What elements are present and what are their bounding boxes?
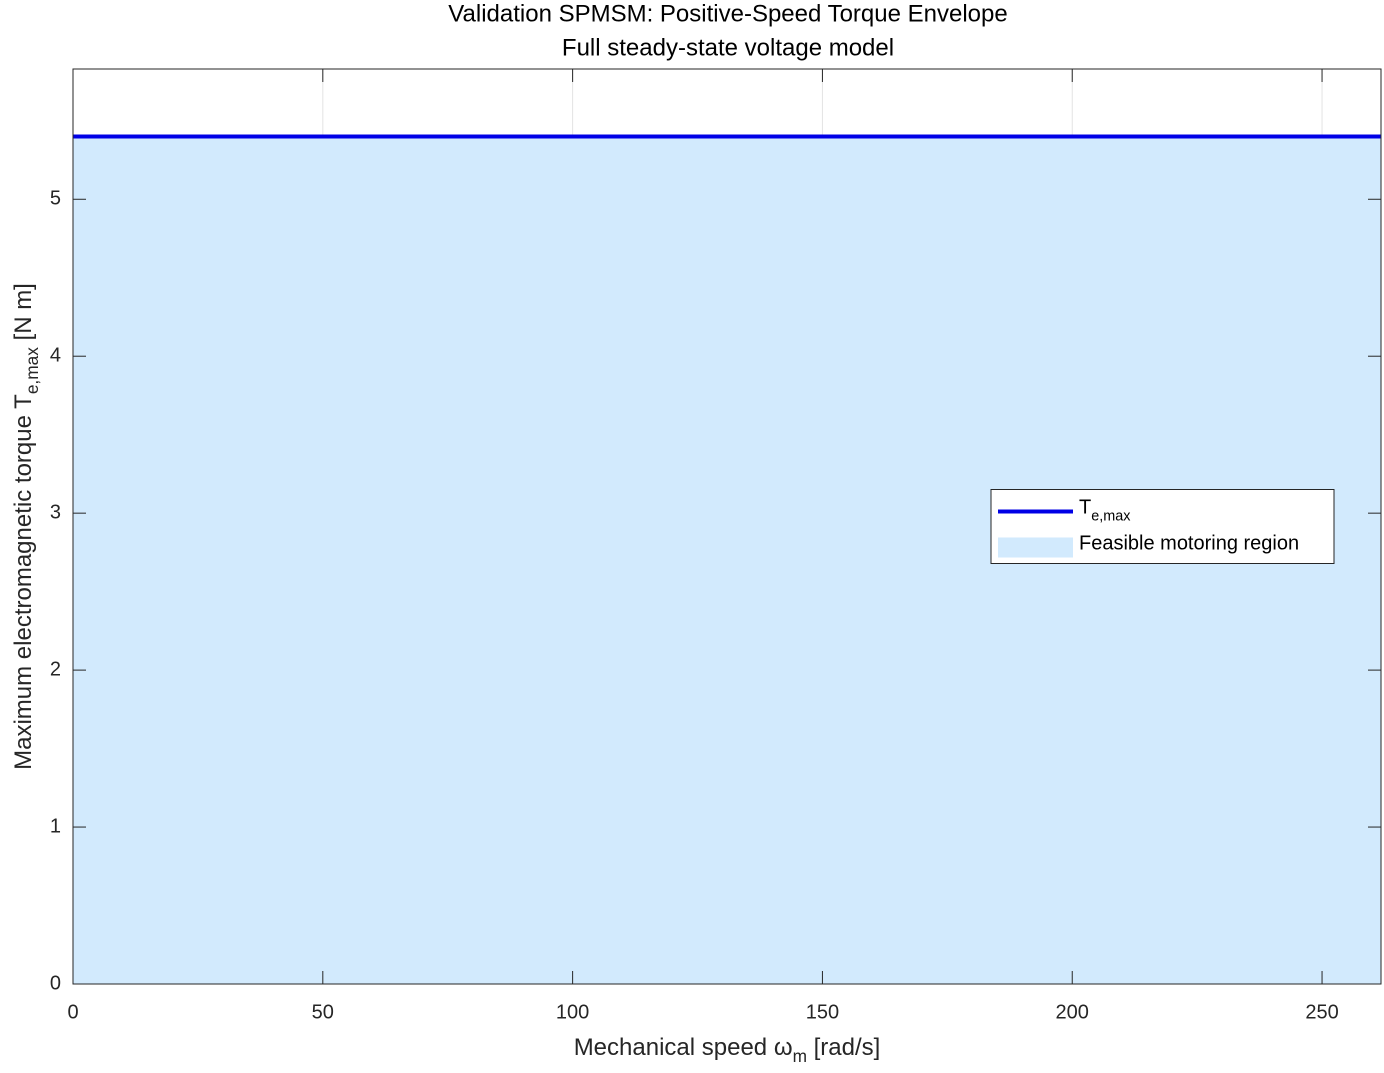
chart-title: Validation SPMSM: Positive-Speed Torque … xyxy=(448,0,1007,27)
x-tick-label: 0 xyxy=(67,1001,78,1023)
chart-subtitle: Full steady-state voltage model xyxy=(562,34,894,61)
text-part: Maximum electromagnetic torque T xyxy=(10,394,37,770)
text-part: Feasible motoring region xyxy=(1079,533,1299,555)
text-part: Mechanical speed xyxy=(574,1034,774,1061)
x-axis-label: Mechanical speed ωm [rad/s] xyxy=(574,1034,881,1065)
y-tick-label: 3 xyxy=(50,501,61,523)
y-tick-label: 2 xyxy=(50,658,61,680)
legend-label: Te,max xyxy=(1079,497,1131,525)
y-tick-label: 1 xyxy=(50,815,61,837)
x-tick-label: 200 xyxy=(1056,1001,1089,1023)
axes-box xyxy=(72,68,1382,985)
y-tick-label: 0 xyxy=(50,972,61,994)
legend-label: Feasible motoring region xyxy=(1079,533,1299,555)
text-part: T xyxy=(1079,497,1091,519)
x-tick-label: 150 xyxy=(806,1001,839,1023)
x-tick-label: 50 xyxy=(312,1001,334,1023)
y-tick-label: 4 xyxy=(50,344,61,366)
subscript: m xyxy=(793,1046,807,1066)
area xyxy=(73,136,1381,985)
text-part: [N m] xyxy=(10,283,37,347)
text-part: ω xyxy=(774,1034,793,1061)
x-tick-label: 250 xyxy=(1305,1001,1338,1023)
subscript: e,max xyxy=(1091,508,1131,524)
x-tick-label: 100 xyxy=(556,1001,589,1023)
y-tick-label: 5 xyxy=(50,188,61,210)
legend-swatch xyxy=(998,537,1073,558)
y-axis-label: Maximum electromagnetic torque Te,max [N… xyxy=(10,283,41,770)
text-part: [rad/s] xyxy=(807,1034,880,1061)
subscript: e,max xyxy=(22,347,42,394)
